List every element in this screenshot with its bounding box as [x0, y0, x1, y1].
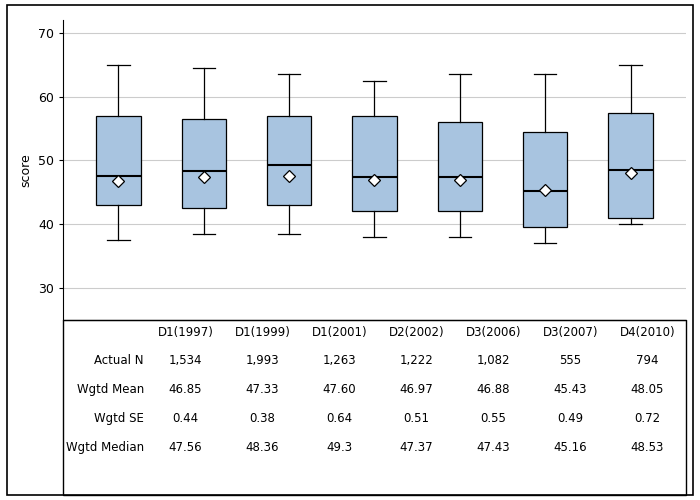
Text: Wgtd SE: Wgtd SE: [94, 412, 144, 425]
Text: 555: 555: [559, 354, 582, 368]
Text: 49.3: 49.3: [326, 440, 353, 454]
PathPatch shape: [352, 116, 397, 212]
Text: 48.53: 48.53: [631, 440, 664, 454]
Text: 47.37: 47.37: [400, 440, 433, 454]
Text: 1,082: 1,082: [477, 354, 510, 368]
Text: 0.44: 0.44: [172, 412, 199, 425]
Text: 0.51: 0.51: [404, 412, 430, 425]
Text: 47.60: 47.60: [323, 383, 356, 396]
Text: 0.64: 0.64: [326, 412, 353, 425]
Y-axis label: score: score: [20, 153, 32, 187]
PathPatch shape: [181, 119, 226, 208]
Text: 1,534: 1,534: [169, 354, 202, 368]
Text: 47.33: 47.33: [246, 383, 279, 396]
Text: 48.36: 48.36: [246, 440, 279, 454]
Text: D1(1999): D1(1999): [234, 326, 290, 339]
Text: 1,993: 1,993: [246, 354, 279, 368]
Text: D1(1997): D1(1997): [158, 326, 214, 339]
Text: D3(2007): D3(2007): [542, 326, 598, 339]
Text: 1,263: 1,263: [323, 354, 356, 368]
PathPatch shape: [267, 116, 312, 205]
Text: 47.43: 47.43: [477, 440, 510, 454]
Text: 0.38: 0.38: [250, 412, 276, 425]
Text: 46.88: 46.88: [477, 383, 510, 396]
PathPatch shape: [608, 112, 652, 218]
Text: 46.85: 46.85: [169, 383, 202, 396]
Text: 46.97: 46.97: [400, 383, 433, 396]
Text: Wgtd Median: Wgtd Median: [66, 440, 144, 454]
Text: 47.56: 47.56: [169, 440, 202, 454]
PathPatch shape: [438, 122, 482, 212]
Text: 0.72: 0.72: [634, 412, 661, 425]
Text: 794: 794: [636, 354, 659, 368]
Text: 45.43: 45.43: [554, 383, 587, 396]
Text: D2(2002): D2(2002): [389, 326, 444, 339]
Text: 1,222: 1,222: [400, 354, 433, 368]
PathPatch shape: [523, 132, 568, 228]
Text: Wgtd Mean: Wgtd Mean: [77, 383, 144, 396]
Text: D4(2010): D4(2010): [620, 326, 676, 339]
Text: D1(2001): D1(2001): [312, 326, 368, 339]
PathPatch shape: [97, 116, 141, 205]
Text: 0.49: 0.49: [557, 412, 584, 425]
Text: 48.05: 48.05: [631, 383, 664, 396]
Text: Actual N: Actual N: [94, 354, 144, 368]
Text: 45.16: 45.16: [554, 440, 587, 454]
Text: D3(2006): D3(2006): [466, 326, 522, 339]
Text: 0.55: 0.55: [481, 412, 507, 425]
